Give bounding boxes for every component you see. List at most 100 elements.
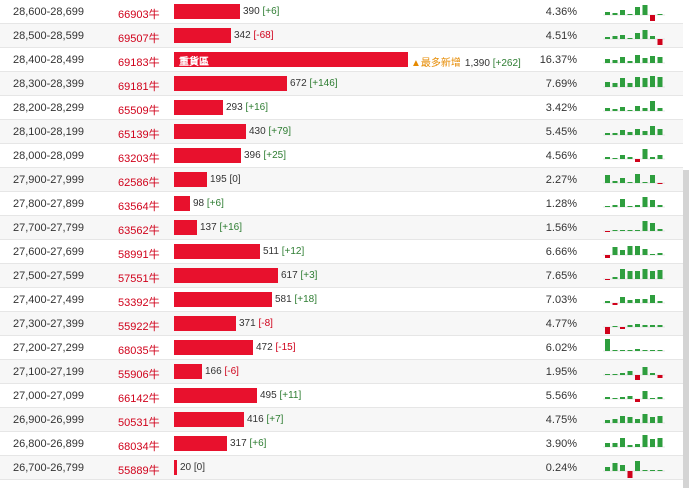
amount-number: 472	[256, 342, 273, 353]
sparkline-bar	[627, 38, 633, 39]
cbbc-code-link[interactable]: 57551牛	[118, 273, 160, 285]
strike-range: 28,400-28,499	[13, 54, 84, 66]
sparkline-bar	[650, 373, 655, 375]
cbbc-code-link[interactable]: 68034牛	[118, 441, 160, 453]
table-row[interactable]: 27,400-27,499 53392牛 581 [+18] 7.03%	[0, 288, 683, 312]
sparkline-bar	[605, 467, 610, 471]
percentage: 1.56%	[545, 222, 577, 234]
sparkline-bar	[627, 325, 633, 327]
cbbc-code-link[interactable]: 63203牛	[118, 153, 160, 165]
sparkline-bar	[642, 221, 648, 231]
sparkline-bar	[620, 327, 625, 329]
sparkline-bar	[635, 174, 640, 183]
sparkline-bar	[627, 230, 633, 231]
sparkline-bar	[612, 350, 618, 351]
cbbc-code-link[interactable]: 69507牛	[118, 33, 160, 45]
amount-value: 98 [+6]	[193, 198, 224, 209]
cbbc-code-link[interactable]: 66903牛	[118, 9, 160, 21]
amount-change: [+146]	[309, 78, 338, 89]
sparkline-bar	[642, 249, 648, 255]
sparkline-bar	[605, 255, 610, 258]
amount-change: [-6]	[224, 366, 239, 377]
sparkline-bar	[612, 60, 618, 63]
strike-range: 28,600-28,699	[13, 6, 84, 18]
sparkline-bar	[635, 159, 640, 162]
amount-number: 137	[200, 222, 217, 233]
table-row[interactable]: 28,000-28,099 63203牛 396 [+25] 4.56%	[0, 144, 683, 168]
amount-bar	[174, 76, 287, 91]
table-row[interactable]: 26,800-26,899 68034牛 317 [+6] 3.90%	[0, 432, 683, 456]
sparkline-bar	[642, 131, 648, 135]
sparkline-bar	[635, 230, 640, 231]
cbbc-code-link[interactable]: 69181牛	[118, 81, 160, 93]
trend-sparkline	[603, 197, 665, 208]
sparkline-bar	[605, 133, 610, 135]
sparkline-bar	[627, 271, 633, 279]
table-row[interactable]: 28,200-28,299 65509牛 293 [+16] 3.42%	[0, 96, 683, 120]
percentage: 4.77%	[545, 318, 577, 330]
sparkline-bar	[620, 199, 625, 207]
vertical-scrollbar[interactable]	[683, 170, 689, 488]
strike-range: 27,700-27,799	[13, 222, 84, 234]
table-row[interactable]: 27,300-27,399 55922牛 371 [-8] 4.77%	[0, 312, 683, 336]
sparkline-bar	[627, 14, 633, 15]
sparkline-bar	[627, 110, 633, 111]
amount-bar: 重貨區	[174, 52, 408, 68]
strike-range: 28,000-28,099	[13, 150, 84, 162]
cbbc-code-link[interactable]: 53392牛	[118, 297, 160, 309]
cbbc-code-link[interactable]: 65509牛	[118, 105, 160, 117]
cbbc-code-link[interactable]: 63562牛	[118, 225, 160, 237]
percentage: 7.69%	[545, 78, 577, 90]
cbbc-code-link[interactable]: 69183牛	[118, 57, 160, 69]
table-row[interactable]: 28,300-28,399 69181牛 672 [+146] 7.69%	[0, 72, 683, 96]
amount-value: 195 [0]	[210, 174, 241, 185]
sparkline-bar	[650, 398, 655, 399]
cbbc-code-link[interactable]: 65139牛	[118, 129, 160, 141]
cbbc-code-link[interactable]: 50531牛	[118, 417, 160, 429]
sparkline-bar	[635, 349, 640, 351]
table-row[interactable]: 27,600-27,699 58991牛 511 [+12] 6.66%	[0, 240, 683, 264]
amount-change: [+6]	[262, 6, 280, 17]
trend-sparkline	[603, 461, 665, 478]
cbbc-code-link[interactable]: 58991牛	[118, 249, 160, 261]
cbbc-code-link[interactable]: 55906牛	[118, 369, 160, 381]
cbbc-code-link[interactable]: 66142牛	[118, 393, 160, 405]
strike-range: 27,000-27,099	[13, 390, 84, 402]
table-row[interactable]: 27,000-27,099 66142牛 495 [+11] 5.56%	[0, 384, 683, 408]
cbbc-code-link[interactable]: 63564牛	[118, 201, 160, 213]
sparkline-bar	[650, 295, 655, 303]
amount-number: 195	[210, 174, 227, 185]
strike-range: 26,900-26,999	[13, 414, 84, 426]
table-row[interactable]: 28,100-28,199 65139牛 430 [+79] 5.45%	[0, 120, 683, 144]
table-row[interactable]: 28,500-28,599 69507牛 342 [-68] 4.51%	[0, 24, 683, 48]
amount-value: 137 [+16]	[200, 222, 242, 233]
amount-number: 98	[193, 198, 205, 209]
table-row[interactable]: 26,900-26,999 50531牛 416 [+7] 4.75%	[0, 408, 683, 432]
cbbc-code-link[interactable]: 68035牛	[118, 345, 160, 357]
table-row[interactable]: 27,500-27,599 57551牛 617 [+3] 7.65%	[0, 264, 683, 288]
table-row[interactable]: 27,900-27,999 62586牛 195 [0] 2.27%	[0, 168, 683, 192]
amount-value: 371 [-8]	[239, 318, 273, 329]
sparkline-bar	[620, 465, 625, 471]
cbbc-code-link[interactable]: 55922牛	[118, 321, 160, 333]
table-row[interactable]: 27,800-27,899 63564牛 98 [+6] 1.28%	[0, 192, 683, 216]
amount-number: 581	[275, 294, 292, 305]
sparkline-bar	[620, 130, 625, 135]
table-row[interactable]: 28,400-28,499 69183牛 重貨區 ▲最多新增 1,390 [+262] 1…	[0, 48, 683, 72]
amount-value: 390 [+6]	[243, 6, 279, 17]
table-row[interactable]: 27,700-27,799 63562牛 137 [+16] 1.56%	[0, 216, 683, 240]
sparkline-bar	[642, 5, 648, 15]
amount-change: [+3]	[300, 270, 318, 281]
sparkline-bar	[627, 83, 633, 87]
amount-change: [+6]	[249, 438, 267, 449]
sparkline-bar	[627, 300, 633, 303]
table-row[interactable]: 28,600-28,699 66903牛 390 [+6] 4.36%	[0, 0, 683, 24]
table-row[interactable]: 27,100-27,199 55906牛 166 [-6] 1.95%	[0, 360, 683, 384]
amount-cell: 371 [-8]	[174, 312, 534, 336]
cbbc-code-link[interactable]: 55889牛	[118, 465, 160, 477]
cbbc-code-link[interactable]: 62586牛	[118, 177, 160, 189]
table-row[interactable]: 26,700-26,799 55889牛 20 [0] 0.24%	[0, 456, 683, 480]
sparkline-bar	[620, 438, 625, 447]
sparkline-bar	[657, 155, 663, 159]
table-row[interactable]: 27,200-27,299 68035牛 472 [-15] 6.02%	[0, 336, 683, 360]
